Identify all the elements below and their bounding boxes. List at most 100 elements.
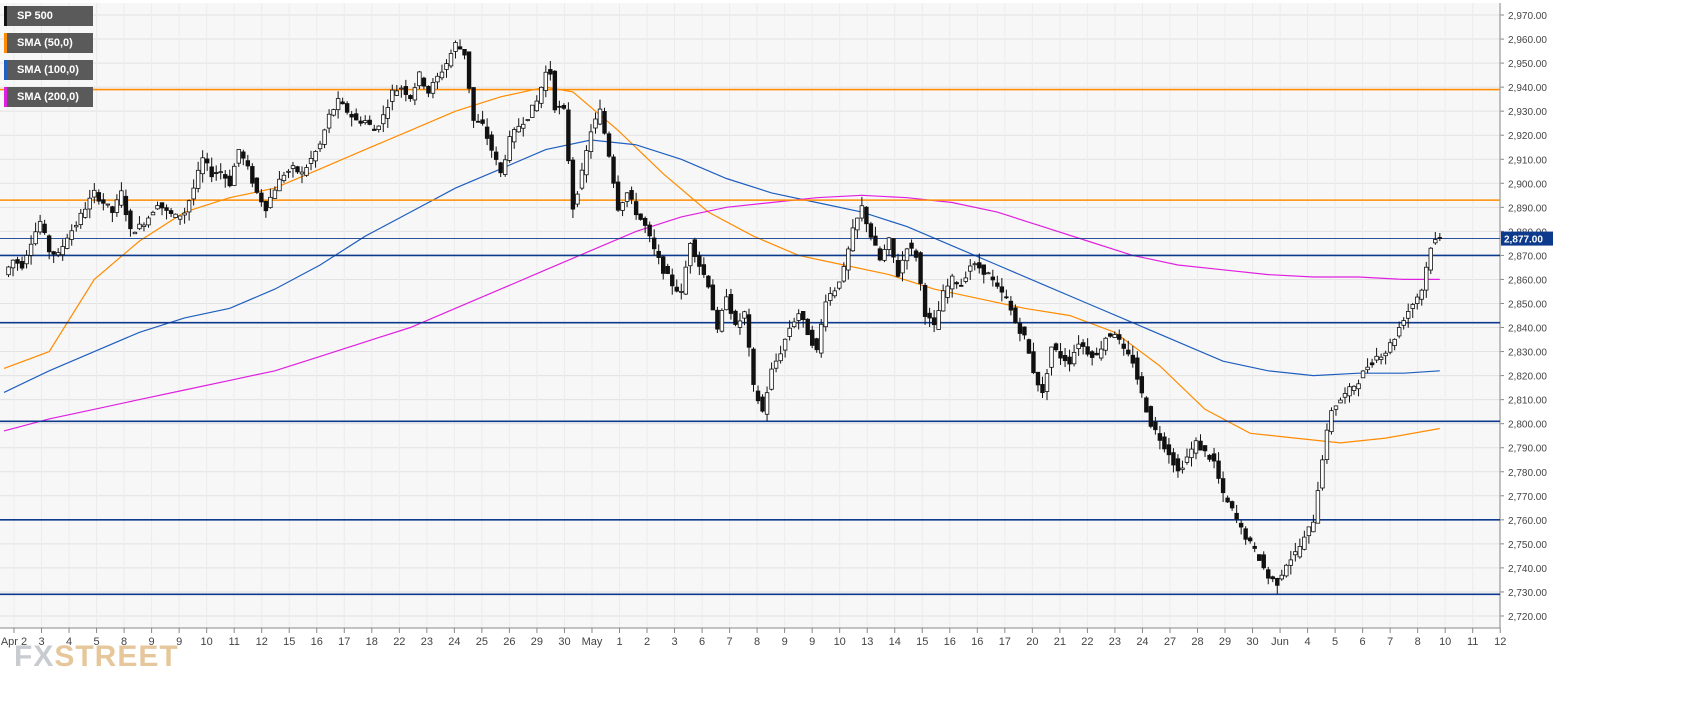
candle-body <box>706 275 711 288</box>
candle-body <box>1238 522 1244 528</box>
candle-body <box>430 82 436 94</box>
candle-body <box>331 109 336 116</box>
legend-swatch-sma50 <box>4 33 7 53</box>
candle-body <box>548 69 553 75</box>
candle-body <box>444 63 449 70</box>
candle-body <box>1302 536 1307 550</box>
candle-body <box>945 285 950 298</box>
y-tick-label: 2,730.00 <box>1508 588 1547 599</box>
candle-body <box>810 329 815 346</box>
legend-item-sp500[interactable]: SP 500 <box>4 6 93 26</box>
candle-body <box>1270 576 1275 580</box>
candle-body <box>1234 512 1239 520</box>
x-tick-label: 9 <box>782 636 788 648</box>
candle-body <box>1189 448 1194 459</box>
candle-body <box>65 237 70 249</box>
y-tick-label: 2,780.00 <box>1508 468 1547 479</box>
x-tick-label: 23 <box>421 636 433 648</box>
candle-body <box>69 230 74 240</box>
candle-body <box>74 225 79 228</box>
legend-item-sma50[interactable]: SMA (50,0) <box>4 33 93 53</box>
x-tick-label: 3 <box>671 636 677 648</box>
candle-body <box>764 392 770 415</box>
candle-body <box>51 251 56 255</box>
candle-body <box>981 264 986 275</box>
candle-body <box>742 311 747 319</box>
legend-item-sma200[interactable]: SMA (200,0) <box>4 87 93 107</box>
candle-body <box>1085 346 1090 355</box>
candle-body <box>868 223 874 238</box>
candle-body <box>1284 564 1289 577</box>
y-tick-label: 2,840.00 <box>1508 324 1547 335</box>
candle-body <box>204 158 210 164</box>
candle-body <box>1419 289 1424 300</box>
candle-body <box>837 281 842 289</box>
candle-body <box>1410 304 1415 309</box>
x-tick-label: 9 <box>149 636 155 648</box>
x-tick-label: 21 <box>1054 636 1066 648</box>
candle-body <box>60 246 65 256</box>
candle-body <box>719 309 725 332</box>
x-tick-label: 16 <box>971 636 983 648</box>
x-tick-label: 12 <box>1494 636 1506 648</box>
candle-body <box>358 120 363 124</box>
x-tick-label: 17 <box>999 636 1011 648</box>
x-tick-label: 26 <box>503 636 515 648</box>
legend-label-sma100: SMA (100,0) <box>17 64 79 76</box>
candle-body <box>110 206 115 213</box>
candle-body <box>1062 355 1068 362</box>
x-tick-label: 5 <box>1332 636 1338 648</box>
candle-body <box>931 317 937 326</box>
candle-body <box>778 353 783 362</box>
candle-body <box>10 259 16 269</box>
candle-body <box>913 250 919 258</box>
candle-body <box>1035 371 1041 386</box>
candle-body <box>1378 356 1384 360</box>
x-tick-label: 15 <box>283 636 295 648</box>
candle-body <box>155 205 160 210</box>
candle-body <box>588 131 594 152</box>
candle-body <box>846 248 851 271</box>
candle-body <box>674 286 679 292</box>
x-tick-label: 7 <box>1387 636 1393 648</box>
y-tick-label: 2,720.00 <box>1508 612 1547 623</box>
candle-body <box>1103 337 1108 351</box>
x-tick-label: 18 <box>366 636 378 648</box>
candle-body <box>566 109 571 162</box>
x-tick-label: 9 <box>809 636 815 648</box>
candle-body <box>1044 373 1050 392</box>
x-tick-label: 10 <box>201 636 213 648</box>
candle-body <box>299 171 305 175</box>
x-tick-label: 4 <box>66 636 72 648</box>
candle-body <box>1049 346 1054 368</box>
candle-body <box>1347 386 1352 397</box>
candle-body <box>1415 296 1420 304</box>
candle-body <box>873 235 878 246</box>
candle-body <box>259 192 264 203</box>
candle-body <box>6 266 11 276</box>
candle-body <box>372 128 377 131</box>
candle-body <box>1279 574 1284 580</box>
candle-body <box>1229 501 1235 509</box>
candle-body <box>683 266 688 295</box>
legend-item-sma100[interactable]: SMA (100,0) <box>4 60 93 80</box>
candle-body <box>353 113 359 121</box>
candle-body <box>78 212 83 225</box>
candle-body <box>949 275 955 290</box>
candle-body <box>1401 320 1406 326</box>
x-tick-label: 8 <box>1415 636 1421 648</box>
candle-body <box>462 49 467 56</box>
y-tick-label: 2,820.00 <box>1508 372 1547 383</box>
candle-body <box>489 134 494 151</box>
candle-body <box>1261 554 1266 569</box>
candle-body <box>1180 467 1185 471</box>
candle-body <box>1311 521 1316 533</box>
candle-body <box>828 293 833 301</box>
candle-body <box>471 87 476 121</box>
candle-body <box>367 119 372 125</box>
candle-body <box>1008 300 1014 311</box>
candle-body <box>421 77 427 87</box>
candle-body <box>859 205 865 219</box>
candle-body <box>688 243 693 267</box>
candle-body <box>1171 452 1176 466</box>
